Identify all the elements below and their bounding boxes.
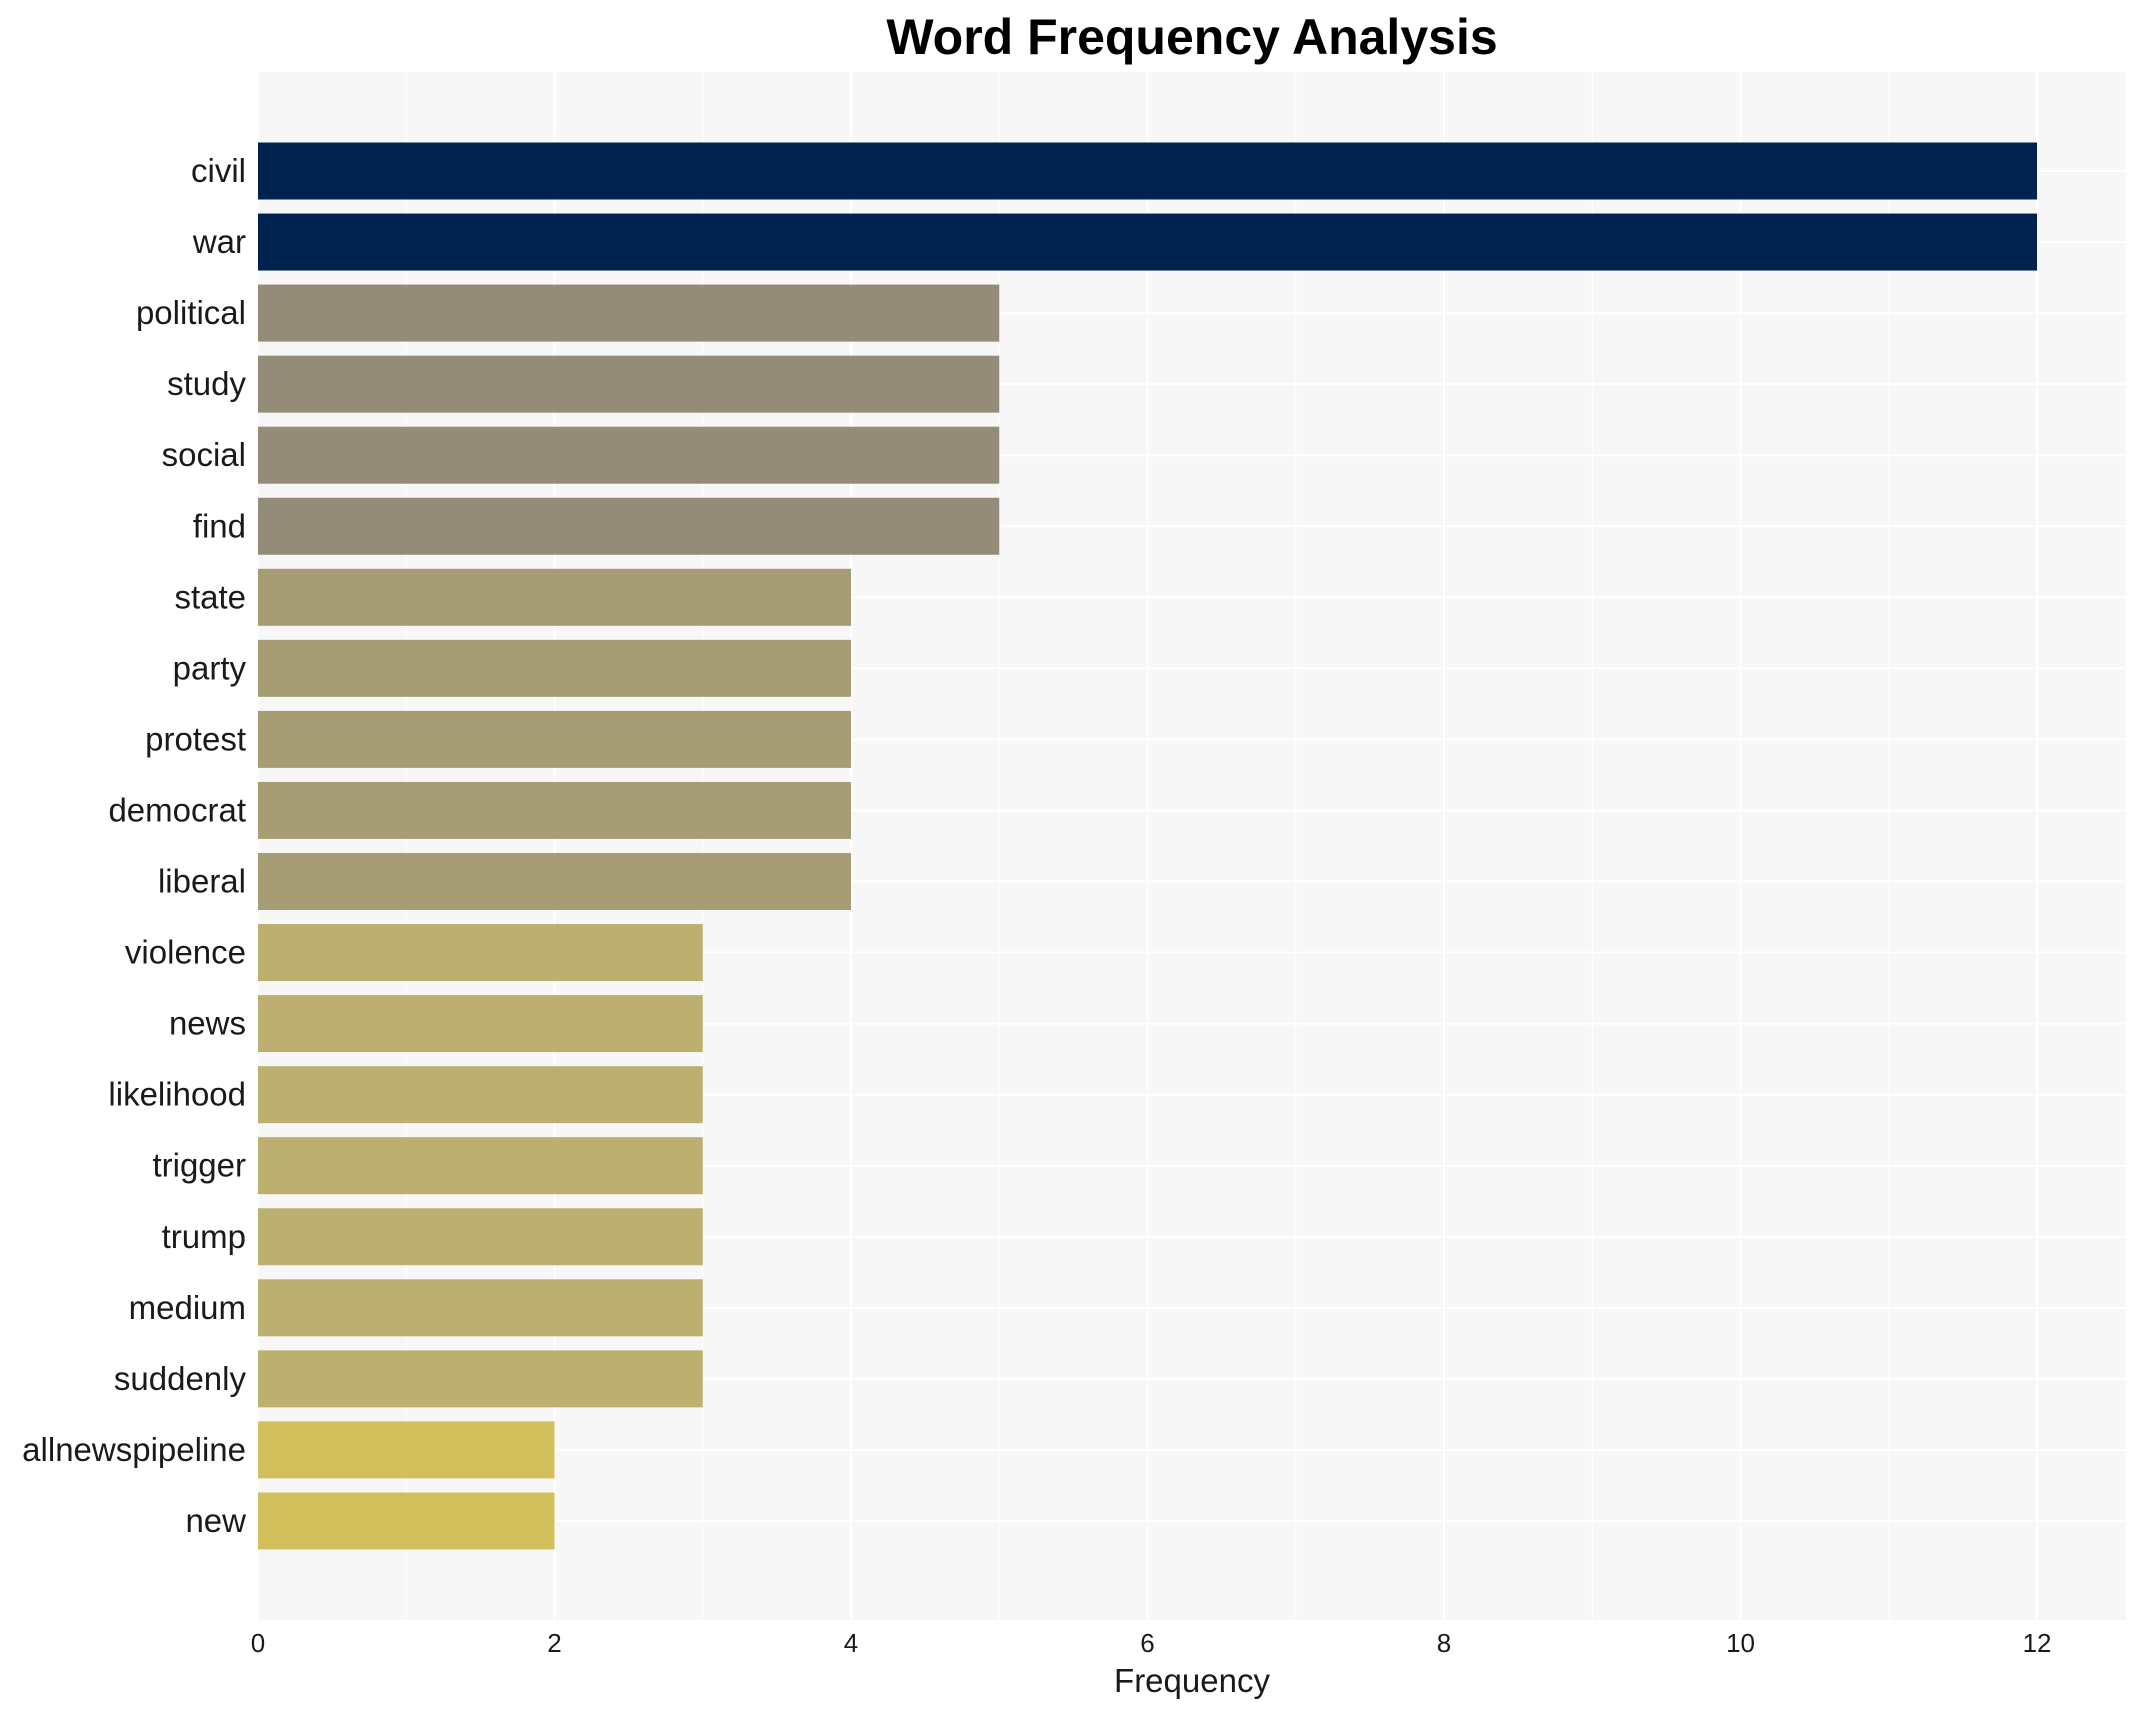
bars xyxy=(258,142,2038,1550)
bar-violence xyxy=(258,924,703,982)
x-tick-label: 12 xyxy=(2023,1628,2052,1658)
bar-social xyxy=(258,426,1000,484)
bar-war xyxy=(258,213,2038,271)
bar-state xyxy=(258,568,852,626)
x-tick-label: 0 xyxy=(251,1628,265,1658)
category-labels: civil war political study social find state par… xyxy=(22,152,246,1539)
category-label-medium: medium xyxy=(129,1289,246,1326)
category-label-likelihood: likelihood xyxy=(108,1076,246,1113)
bar-suddenly xyxy=(258,1350,703,1408)
category-label-study: study xyxy=(167,365,246,402)
bar-medium xyxy=(258,1279,703,1337)
x-tick-label: 8 xyxy=(1437,1628,1451,1658)
x-tick-labels: 0 2 4 6 8 10 12 xyxy=(251,1628,2052,1658)
category-label-state: state xyxy=(174,578,246,615)
x-tick-label: 2 xyxy=(547,1628,561,1658)
bar-liberal xyxy=(258,853,852,910)
bar-study xyxy=(258,355,1000,413)
category-label-trigger: trigger xyxy=(152,1147,246,1184)
category-label-news: news xyxy=(169,1005,246,1042)
category-label-new: new xyxy=(185,1502,246,1539)
category-label-allnewspipeline: allnewspipeline xyxy=(22,1431,246,1468)
category-label-political: political xyxy=(136,294,246,331)
category-label-war: war xyxy=(192,223,246,260)
bar-new xyxy=(258,1492,555,1550)
category-label-protest: protest xyxy=(145,720,246,757)
category-label-violence: violence xyxy=(125,934,246,971)
x-tick-label: 6 xyxy=(1140,1628,1154,1658)
bar-news xyxy=(258,995,703,1053)
bar-likelihood xyxy=(258,1066,703,1124)
x-tick-label: 4 xyxy=(844,1628,858,1658)
bar-civil xyxy=(258,142,2038,200)
category-label-party: party xyxy=(173,649,247,686)
category-label-social: social xyxy=(162,436,246,473)
category-label-civil: civil xyxy=(191,152,246,189)
category-label-find: find xyxy=(193,507,246,544)
bar-allnewspipeline xyxy=(258,1421,555,1479)
bar-party xyxy=(258,639,852,697)
category-label-democrat: democrat xyxy=(108,791,246,828)
bar-trigger xyxy=(258,1137,703,1195)
category-label-suddenly: suddenly xyxy=(114,1360,247,1397)
bar-find xyxy=(258,497,1000,555)
bar-protest xyxy=(258,710,852,768)
category-label-trump: trump xyxy=(162,1218,246,1255)
x-tick-label: 10 xyxy=(1726,1628,1755,1658)
bar-trump xyxy=(258,1208,703,1266)
category-label-liberal: liberal xyxy=(158,863,246,900)
bar-political xyxy=(258,284,1000,342)
chart-title: Word Frequency Analysis xyxy=(886,9,1497,65)
bar-democrat xyxy=(258,781,852,839)
x-axis-title: Frequency xyxy=(1114,1662,1270,1699)
